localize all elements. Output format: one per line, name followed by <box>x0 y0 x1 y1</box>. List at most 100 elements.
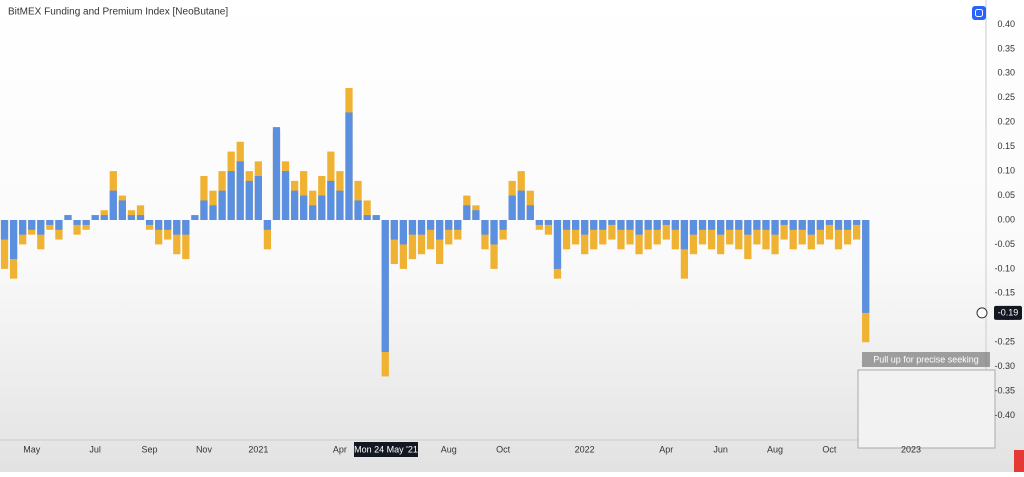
bar <box>671 220 679 230</box>
bar <box>155 220 163 245</box>
last-value-box <box>994 305 1022 320</box>
bar <box>345 112 353 220</box>
bar <box>227 171 235 220</box>
bar <box>590 220 598 230</box>
x-tick-label: Jun <box>713 444 728 454</box>
bar <box>753 220 761 230</box>
bar <box>825 220 834 240</box>
bar <box>182 220 190 235</box>
bar <box>744 220 752 260</box>
bar <box>816 220 824 245</box>
bar <box>55 220 63 230</box>
bar <box>771 220 779 255</box>
bar <box>454 220 462 230</box>
bar <box>816 220 824 230</box>
y-tick-label: 0.15 <box>997 141 1015 151</box>
bar <box>789 220 797 230</box>
bar <box>363 215 371 220</box>
bar <box>109 190 117 220</box>
edge-button[interactable] <box>1014 450 1024 472</box>
y-tick-label: -0.05 <box>994 239 1015 249</box>
x-tick-label: Apr <box>333 444 347 454</box>
x-tick-label: Apr <box>659 444 673 454</box>
bar <box>245 180 253 220</box>
bar <box>399 220 408 245</box>
bar <box>834 220 843 250</box>
bar <box>626 220 634 245</box>
y-tick-label: -0.25 <box>994 337 1015 347</box>
bar <box>390 220 398 264</box>
bar <box>426 220 435 250</box>
bar <box>553 220 562 269</box>
bar <box>136 215 145 220</box>
bar <box>28 220 36 230</box>
bar <box>472 210 480 220</box>
bar <box>155 220 163 230</box>
bar <box>562 220 571 250</box>
bar <box>544 220 553 225</box>
bar <box>544 220 553 235</box>
bar <box>744 220 752 235</box>
bar <box>200 200 208 220</box>
bar <box>653 220 661 245</box>
y-tick-label: -0.40 <box>994 410 1015 420</box>
bar <box>0 220 9 240</box>
x-tick-label: Oct <box>496 444 511 454</box>
x-tick-label: 2023 <box>901 444 921 454</box>
bar <box>417 220 426 235</box>
add-button[interactable] <box>976 307 988 319</box>
bar <box>698 220 707 245</box>
bar <box>771 220 779 235</box>
bar <box>445 220 453 245</box>
bar <box>780 220 788 225</box>
y-tick-label: -0.10 <box>994 263 1015 273</box>
bar <box>73 220 81 225</box>
bar <box>118 200 127 220</box>
bar <box>707 220 716 250</box>
bar <box>671 220 679 250</box>
bar <box>825 220 834 225</box>
y-tick-label: 0.35 <box>997 43 1015 53</box>
bar <box>318 195 326 220</box>
plot <box>0 88 870 377</box>
x-tick-label: Oct <box>822 444 837 454</box>
bar <box>463 205 471 220</box>
x-tick-label: Nov <box>196 444 213 454</box>
x-tick-label: Sep <box>142 444 158 454</box>
bar <box>46 220 54 225</box>
bar <box>644 220 652 230</box>
bar <box>354 200 362 220</box>
bar <box>363 200 371 220</box>
bar <box>445 220 453 230</box>
bar <box>608 220 616 240</box>
bar <box>644 220 652 250</box>
bar <box>717 220 725 255</box>
bar <box>263 220 272 230</box>
x-tick-label: Aug <box>767 444 783 454</box>
bar <box>717 220 725 235</box>
bar <box>653 220 661 230</box>
bar <box>73 220 81 235</box>
y-tick-label: 0.05 <box>997 190 1015 200</box>
bar <box>209 205 217 220</box>
bar <box>780 220 788 240</box>
y-tick-label: -0.30 <box>994 361 1015 371</box>
bar <box>136 205 145 220</box>
seek-hint: Pull up for precise seeking <box>873 354 979 364</box>
bar <box>182 220 190 260</box>
crosshair-label: Mon 24 May '21 <box>354 444 418 454</box>
bar <box>508 195 516 220</box>
bar <box>762 220 770 230</box>
bar <box>590 220 598 250</box>
y-tick-label: 0.20 <box>997 117 1015 127</box>
bar <box>735 220 743 230</box>
bar <box>408 220 417 235</box>
bar <box>9 220 18 260</box>
bar <box>617 220 625 230</box>
settings-button[interactable] <box>972 6 986 20</box>
bar <box>843 220 852 245</box>
bar <box>571 220 580 245</box>
bar <box>698 220 707 230</box>
y-tick-label: 0.30 <box>997 68 1015 78</box>
bar <box>82 220 90 225</box>
